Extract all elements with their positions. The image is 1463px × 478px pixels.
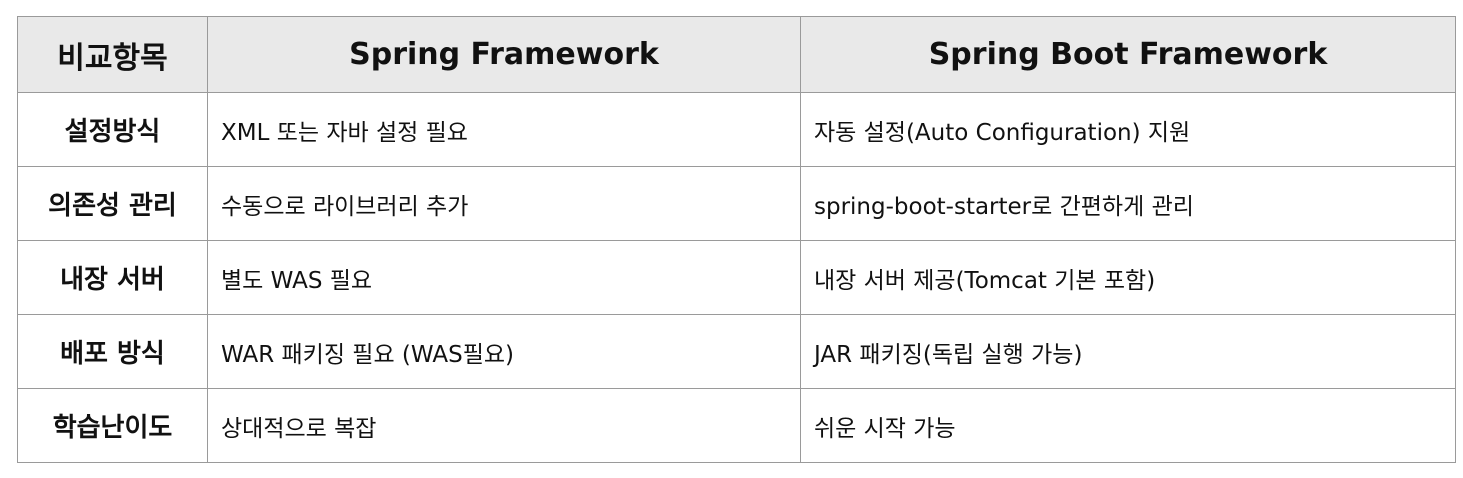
- spring-boot-cell: 쉬운 시작 가능: [800, 388, 1456, 463]
- spring-boot-cell: spring-boot-starter로 간편하게 관리: [800, 166, 1456, 241]
- table-row: 설정방식 XML 또는 자바 설정 필요 자동 설정(Auto Configur…: [17, 92, 1456, 167]
- row-label: 내장 서버: [17, 240, 208, 315]
- spring-boot-cell: 자동 설정(Auto Configuration) 지원: [800, 92, 1456, 167]
- spring-framework-cell: 별도 WAS 필요: [207, 240, 801, 315]
- spring-framework-cell: XML 또는 자바 설정 필요: [207, 92, 801, 167]
- header-spring-boot-framework: Spring Boot Framework: [800, 16, 1456, 93]
- comparison-table: 비교항목 Spring Framework Spring Boot Framew…: [17, 16, 1456, 463]
- table-row: 학습난이도 상대적으로 복잡 쉬운 시작 가능: [17, 388, 1456, 463]
- spring-framework-cell: 수동으로 라이브러리 추가: [207, 166, 801, 241]
- table-header-row: 비교항목 Spring Framework Spring Boot Framew…: [17, 16, 1456, 93]
- row-label: 설정방식: [17, 92, 208, 167]
- spring-framework-cell: WAR 패키징 필요 (WAS필요): [207, 314, 801, 389]
- comparison-table-container: 비교항목 Spring Framework Spring Boot Framew…: [17, 16, 1456, 463]
- spring-boot-cell: 내장 서버 제공(Tomcat 기본 포함): [800, 240, 1456, 315]
- spring-boot-cell: JAR 패키징(독립 실행 가능): [800, 314, 1456, 389]
- table-row: 내장 서버 별도 WAS 필요 내장 서버 제공(Tomcat 기본 포함): [17, 240, 1456, 315]
- spring-framework-cell: 상대적으로 복잡: [207, 388, 801, 463]
- table-row: 의존성 관리 수동으로 라이브러리 추가 spring-boot-starter…: [17, 166, 1456, 241]
- row-label: 배포 방식: [17, 314, 208, 389]
- row-label: 의존성 관리: [17, 166, 208, 241]
- table-row: 배포 방식 WAR 패키징 필요 (WAS필요) JAR 패키징(독립 실행 가…: [17, 314, 1456, 389]
- header-comparison-item: 비교항목: [17, 16, 208, 93]
- row-label: 학습난이도: [17, 388, 208, 463]
- header-spring-framework: Spring Framework: [207, 16, 801, 93]
